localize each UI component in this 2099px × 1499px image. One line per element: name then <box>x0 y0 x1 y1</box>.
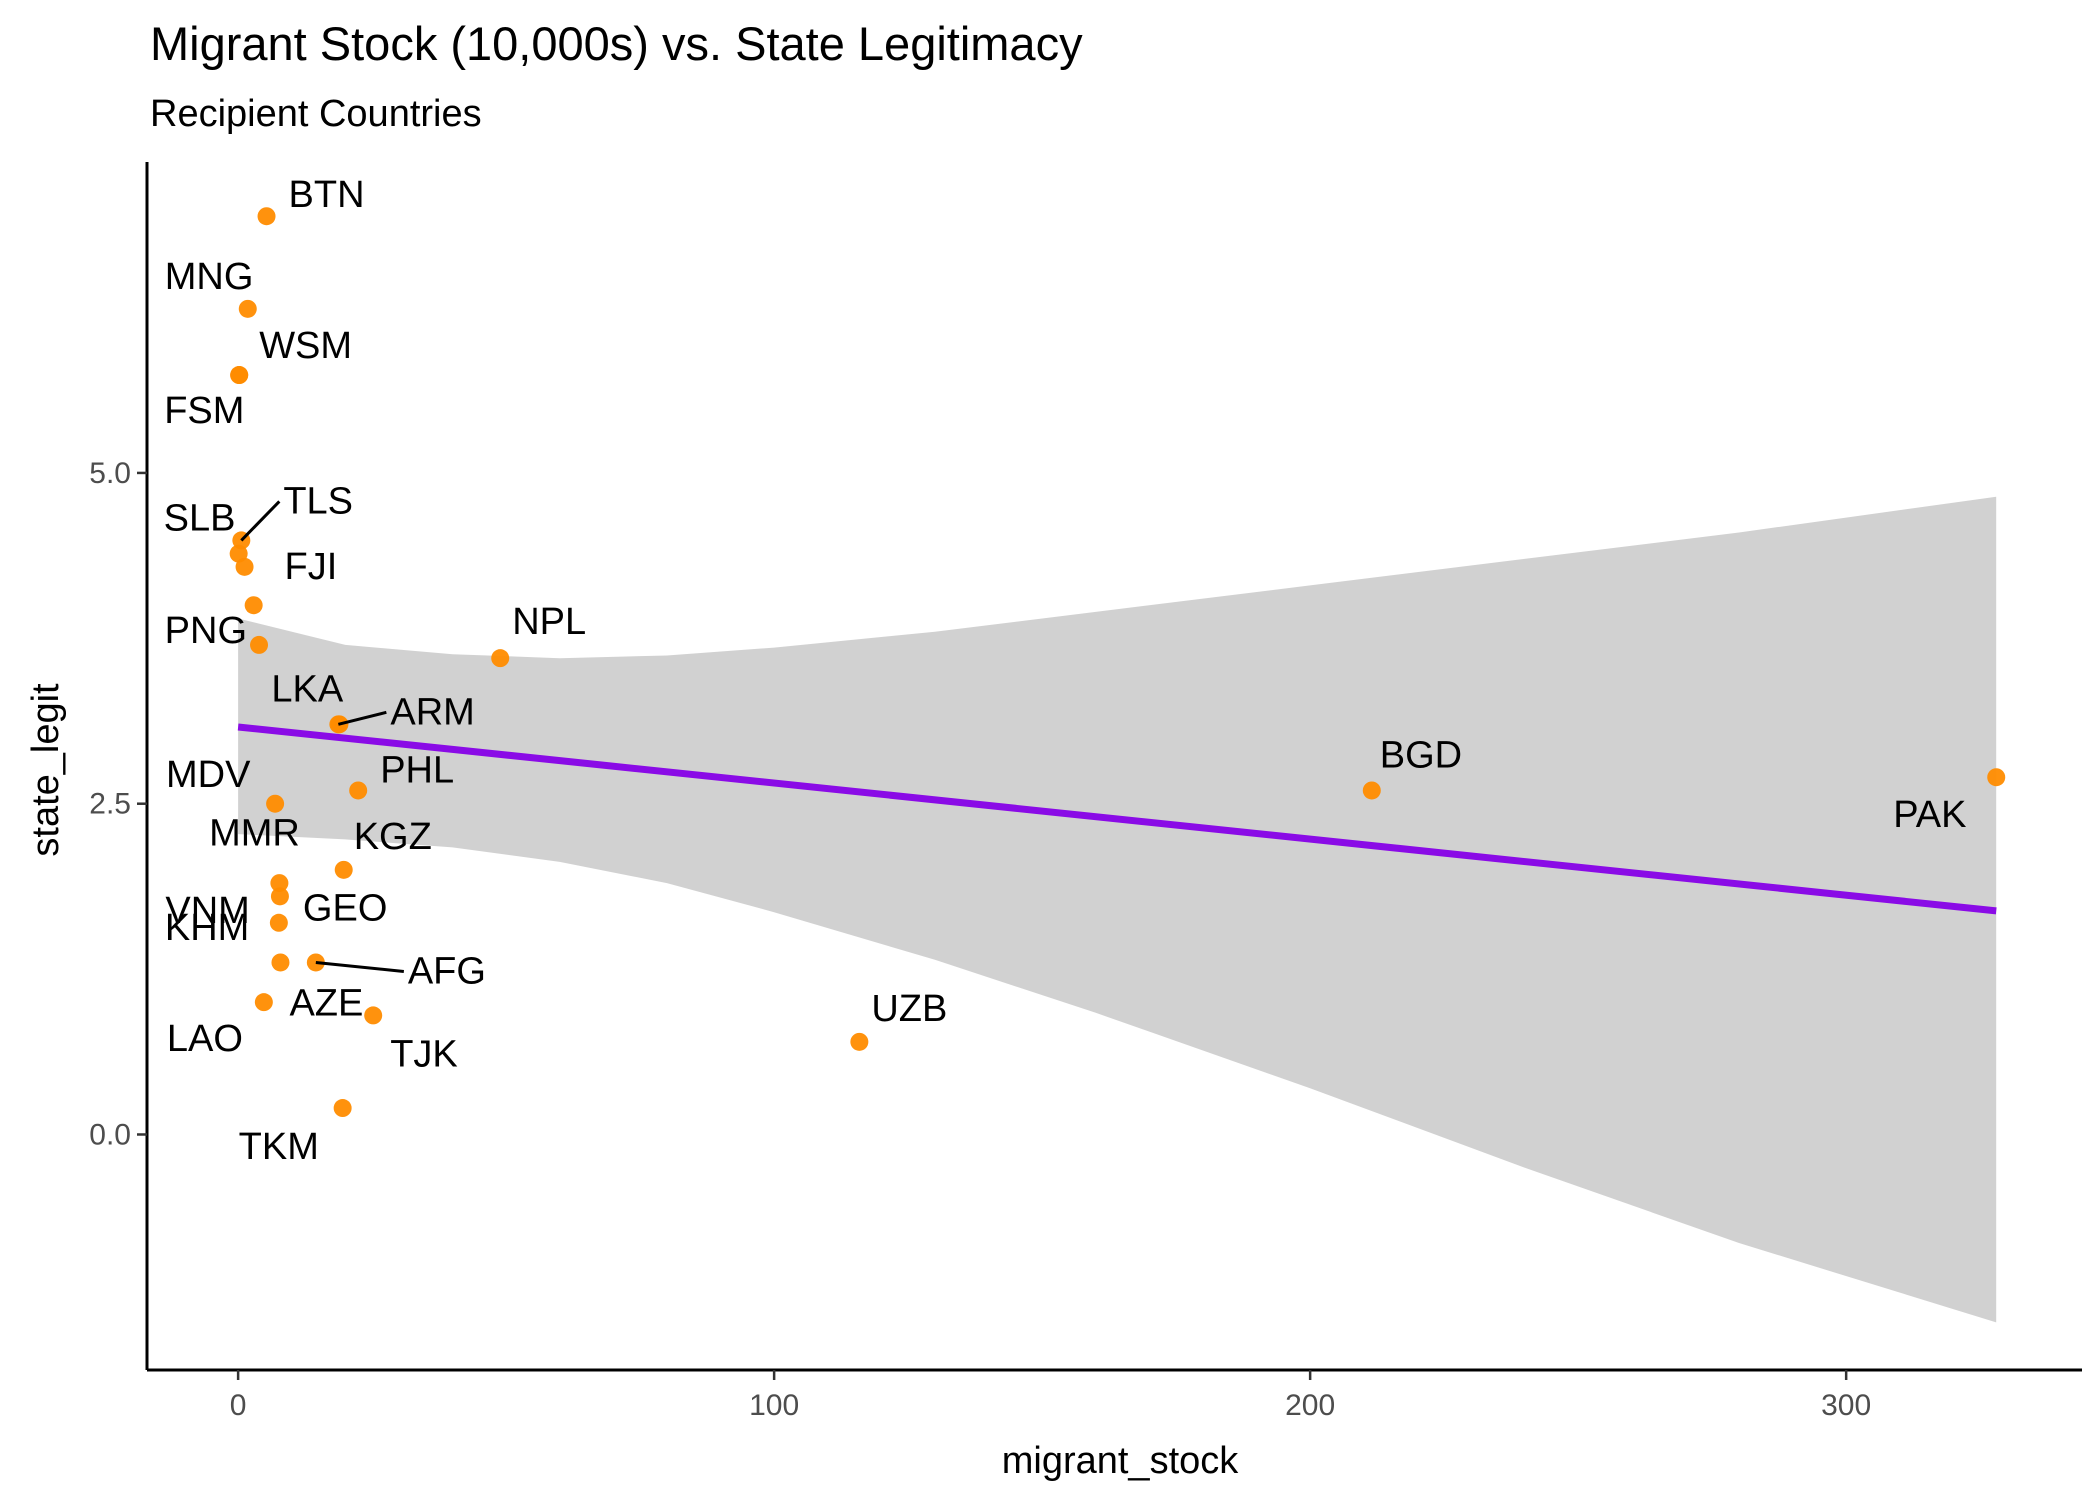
point-label-mdv: MDV <box>166 754 251 796</box>
data-point-kgz <box>334 860 353 879</box>
y-tick-label: 2.5 <box>89 788 131 821</box>
data-point-tkm <box>333 1099 352 1118</box>
label-connector-tls <box>240 500 281 542</box>
point-label-tkm: TKM <box>239 1126 319 1168</box>
trend-line <box>237 723 1997 915</box>
data-point-fsm <box>230 366 249 385</box>
label-connector-arm <box>337 710 387 726</box>
data-point-aze <box>271 953 290 972</box>
data-point-khm <box>269 913 288 932</box>
data-point-npl <box>491 649 510 668</box>
point-label-khm: KHM <box>165 907 249 949</box>
point-label-lka: LKA <box>271 668 343 710</box>
point-label-fji: FJI <box>285 546 338 588</box>
data-point-phl <box>349 781 368 800</box>
point-label-vnm: VNM <box>165 890 249 932</box>
data-point-bgd <box>1362 781 1381 800</box>
data-point-fji <box>235 557 254 576</box>
data-point-png <box>244 596 263 615</box>
point-label-aze: AZE <box>289 982 363 1024</box>
y-tick-label: 0.0 <box>89 1118 131 1151</box>
data-point-lao <box>254 993 273 1012</box>
data-point-btn <box>257 207 276 226</box>
point-label-png: PNG <box>165 610 247 652</box>
point-label-fsm: FSM <box>164 390 244 432</box>
point-label-phl: PHL <box>380 749 454 791</box>
x-tick-label: 100 <box>749 1389 799 1422</box>
point-label-pak: PAK <box>1893 794 1966 836</box>
point-label-tls: TLS <box>283 480 353 522</box>
y-tick-label: 5.0 <box>89 457 131 490</box>
chart-subtitle: Recipient Countries <box>150 93 482 135</box>
point-label-uzb: UZB <box>871 988 947 1030</box>
data-point-mmr <box>266 794 285 813</box>
x-tick-label: 0 <box>230 1389 247 1422</box>
x-axis-title: migrant_stock <box>1002 1440 1240 1482</box>
point-label-wsm: WSM <box>259 325 352 367</box>
data-point-mdv <box>250 635 269 654</box>
point-label-slb: SLB <box>164 498 236 540</box>
data-point-uzb <box>850 1032 869 1051</box>
chart-title: Migrant Stock (10,000s) vs. State Legiti… <box>150 17 1083 70</box>
data-point-pak <box>1987 768 2006 787</box>
point-label-geo: GEO <box>303 887 387 929</box>
confidence-band <box>238 496 1997 1323</box>
x-tick-label: 300 <box>1821 1389 1871 1422</box>
point-label-afg: AFG <box>408 950 486 992</box>
data-point-vnm <box>270 874 289 893</box>
point-label-kgz: KGZ <box>354 816 432 858</box>
point-label-arm: ARM <box>390 691 474 733</box>
point-label-tjk: TJK <box>390 1033 458 1075</box>
data-point-tjk <box>364 1006 383 1025</box>
point-label-mng: MNG <box>165 256 254 298</box>
data-point-geo <box>270 887 289 906</box>
point-label-btn: BTN <box>289 174 365 216</box>
point-label-lao: LAO <box>167 1018 243 1060</box>
x-tick-label: 200 <box>1285 1389 1335 1422</box>
label-connector-afg <box>315 960 404 973</box>
point-label-mmr: MMR <box>209 813 300 855</box>
point-label-bgd: BGD <box>1380 734 1462 776</box>
data-point-mng <box>238 299 257 318</box>
point-label-npl: NPL <box>512 601 586 643</box>
y-axis-title: state_legit <box>25 683 67 857</box>
